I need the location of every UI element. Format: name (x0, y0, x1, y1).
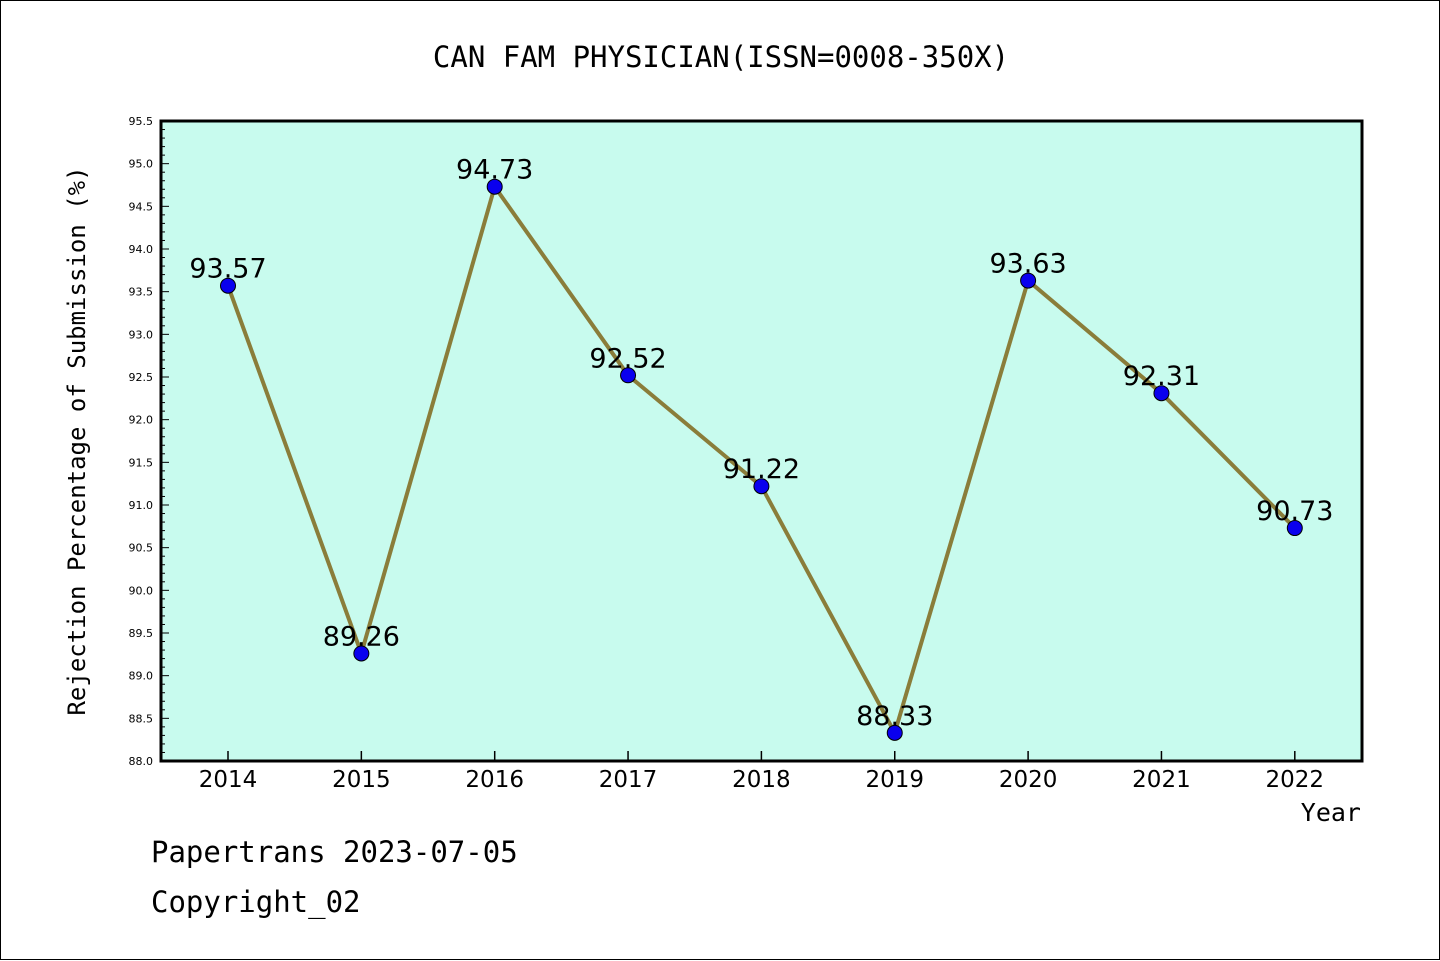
series-line-segment (226, 283, 364, 656)
y-tick-label: 90.0 (129, 584, 154, 597)
x-tick-label: 2017 (599, 767, 658, 793)
chart-title: CAN FAM PHYSICIAN(ISSN=0008-350X) (433, 40, 1009, 74)
series-line-group (226, 184, 1297, 735)
y-tick-label: 94.0 (129, 243, 154, 256)
y-tick-label: 90.5 (129, 542, 154, 555)
y-tick-label: 93.0 (129, 328, 154, 341)
y-tick-label: 88.0 (129, 755, 154, 768)
data-point-marker (486, 178, 503, 195)
data-label: 92.31 (1123, 361, 1200, 392)
data-label: 92.52 (589, 343, 666, 374)
data-label: 91.22 (723, 454, 800, 485)
y-tick-label: 95.5 (129, 115, 154, 128)
plot-area (161, 121, 1362, 761)
series-line-segment (759, 484, 897, 735)
y-tick-label: 91.0 (129, 499, 154, 512)
x-tick-label: 2015 (332, 767, 391, 793)
x-tick-label: 2014 (199, 767, 258, 793)
series-line-segment (626, 373, 764, 489)
footer-copyright: Copyright_02 (151, 885, 361, 919)
series-line-segment (359, 184, 497, 656)
series-line-segment (492, 184, 631, 378)
x-tick-label: 2021 (1132, 767, 1191, 793)
series-marker-group (220, 178, 1303, 741)
y-tick-label: 92.5 (129, 371, 154, 384)
data-point-marker (1286, 520, 1303, 537)
y-axis-label: Rejection Percentage of Submission (%) (63, 166, 91, 715)
data-point-marker (220, 277, 236, 294)
data-point-marker (753, 478, 770, 495)
x-axis-tick-labels: 2014 2015 2016 2017 2018 2019 2020 2021 2022 (199, 767, 1324, 793)
data-point-marker (1153, 385, 1170, 402)
x-tick-label: 2016 (465, 767, 524, 793)
data-label: 94.73 (456, 155, 533, 186)
y-tick-label: 89.0 (129, 670, 154, 683)
y-tick-label: 88.5 (129, 712, 154, 725)
y-axis-tick-labels: 88.0 88.5 89.0 89.5 90.0 90.5 91.0 91.5 92.0 92.5… (129, 115, 154, 768)
data-point-marker (620, 367, 637, 384)
data-label: 93.63 (989, 249, 1066, 280)
y-tick-label: 95.0 (129, 158, 154, 171)
y-tick-label: 94.5 (129, 200, 154, 213)
x-tick-label: 2018 (732, 767, 791, 793)
x-tick-label: 2019 (865, 767, 924, 793)
data-point-marker (1020, 272, 1037, 289)
y-tick-label: 91.5 (129, 456, 154, 469)
data-point-marker (353, 645, 370, 662)
x-tick-label: 2022 (1266, 767, 1325, 793)
data-point-marker (886, 724, 903, 741)
x-axis-label: Year (1301, 798, 1361, 827)
x-tick-label: 2020 (999, 767, 1058, 793)
plot-border (159, 119, 1364, 763)
series-line-segment (1026, 278, 1164, 396)
series-line-segment (1159, 391, 1297, 531)
data-label: 89.26 (323, 621, 400, 652)
footer-publisher-date: Papertrans 2023-07-05 (151, 835, 518, 869)
data-label: 88.33 (856, 701, 933, 732)
x-axis-ticks (227, 751, 1296, 761)
y-tick-label: 89.5 (129, 627, 154, 640)
data-label-group: 93.57 89.26 94.73 92.52 91.22 88.33 93.63 92.31… (189, 155, 1333, 732)
y-tick-label: 92.0 (129, 414, 154, 427)
data-label: 90.73 (1256, 496, 1333, 527)
y-tick-label: 93.5 (129, 286, 154, 299)
data-label: 93.57 (189, 254, 266, 285)
series-line-segment (892, 278, 1031, 735)
